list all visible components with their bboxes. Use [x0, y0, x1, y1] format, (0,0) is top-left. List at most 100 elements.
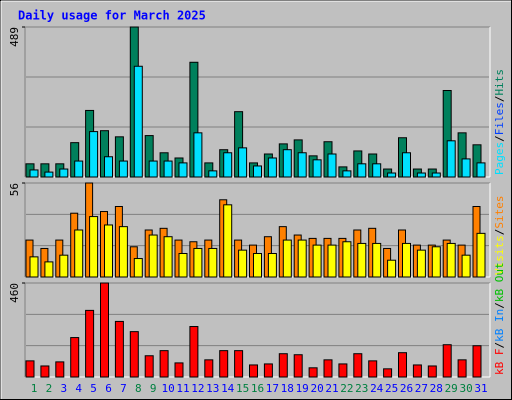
- x-tick-label: 12: [191, 382, 204, 395]
- x-tick-label: 20: [310, 382, 323, 395]
- legend-separator: /: [493, 229, 506, 236]
- bar: [163, 236, 173, 278]
- bar: [338, 363, 348, 378]
- bar: [402, 152, 411, 178]
- bar: [253, 165, 262, 178]
- bar: [416, 172, 426, 178]
- bar: [118, 160, 128, 178]
- bar: [342, 241, 352, 278]
- bar: [89, 131, 99, 178]
- x-tick-label: 8: [135, 382, 142, 395]
- bar: [267, 253, 277, 278]
- bar: [148, 160, 158, 178]
- bar: [208, 170, 218, 178]
- panel: [25, 283, 490, 377]
- bar: [193, 132, 203, 178]
- bar: [29, 256, 39, 278]
- bar: [476, 232, 486, 278]
- bar: [89, 216, 99, 278]
- bar: [253, 253, 262, 278]
- bar: [312, 244, 322, 278]
- bar: [189, 326, 199, 378]
- legend-entry: Visits: [493, 235, 506, 275]
- legend-separator: /: [493, 96, 506, 103]
- bar: [327, 244, 337, 278]
- bar: [461, 158, 471, 178]
- bar: [383, 368, 393, 378]
- bar: [74, 160, 84, 178]
- bar: [387, 259, 397, 278]
- bar: [178, 253, 188, 278]
- bar: [85, 309, 95, 378]
- bar: [118, 226, 128, 278]
- legend-entry: kB Out: [493, 262, 506, 302]
- bar: [372, 242, 382, 278]
- bar: [282, 239, 292, 278]
- legend: kB F/kB In/kB Out: [493, 262, 506, 375]
- legend: Pages/Files/Hits: [493, 69, 506, 175]
- x-tick-label: 21: [325, 382, 338, 395]
- bar: [159, 350, 169, 378]
- bar: [70, 337, 80, 378]
- legend-entry: Files: [493, 102, 506, 135]
- bar: [25, 360, 35, 378]
- bar: [446, 242, 456, 278]
- bar: [163, 160, 173, 178]
- bar: [327, 153, 337, 178]
- legend-entry: Hits: [493, 69, 506, 96]
- x-tick-label: 30: [459, 382, 472, 395]
- bar: [204, 359, 214, 378]
- bar: [178, 162, 188, 178]
- x-tick-label: 18: [281, 382, 294, 395]
- bar: [472, 345, 482, 378]
- bar: [308, 367, 318, 378]
- bar: [59, 254, 69, 278]
- bar: [219, 350, 229, 378]
- x-tick-label: 3: [60, 382, 67, 395]
- bar: [412, 364, 422, 378]
- bar: [104, 224, 113, 278]
- bar: [29, 169, 39, 178]
- x-tick-label: 5: [90, 382, 97, 395]
- x-tick-label: 1: [31, 382, 38, 395]
- legend-separator: /: [493, 135, 506, 142]
- legend-entry: kB In: [493, 309, 506, 342]
- bar: [174, 362, 184, 378]
- bar: [40, 365, 50, 378]
- bar: [144, 355, 154, 378]
- bar: [129, 331, 139, 378]
- x-tick-label: 7: [120, 382, 127, 395]
- bar: [457, 359, 467, 378]
- x-tick-label: 9: [150, 382, 157, 395]
- bar: [293, 354, 303, 378]
- y-tick-label: 460: [8, 283, 21, 303]
- bar: [223, 152, 233, 178]
- bar: [368, 360, 378, 378]
- bar: [446, 140, 456, 178]
- bar: [238, 147, 248, 178]
- bar: [342, 170, 352, 178]
- bar: [100, 282, 109, 378]
- bar: [353, 353, 363, 378]
- x-tick-label: 28: [430, 382, 443, 395]
- x-tick-label: 27: [415, 382, 428, 395]
- bar: [74, 229, 84, 278]
- x-tick-label: 10: [161, 382, 174, 395]
- bar: [297, 152, 307, 178]
- x-tick-label: 13: [206, 382, 219, 395]
- x-tick-label: 15: [236, 382, 249, 395]
- bar: [312, 159, 322, 178]
- x-tick-label: 31: [474, 382, 487, 395]
- bar: [476, 162, 486, 178]
- x-tick-label: 14: [221, 382, 235, 395]
- legend-entry: Sites: [493, 196, 506, 229]
- x-tick-label: 17: [266, 382, 279, 395]
- bar: [104, 156, 113, 178]
- x-tick-label: 25: [385, 382, 398, 395]
- x-tick-label: 29: [445, 382, 458, 395]
- bar: [208, 247, 218, 278]
- bar: [427, 365, 437, 378]
- bar: [44, 171, 54, 178]
- bar: [114, 320, 124, 378]
